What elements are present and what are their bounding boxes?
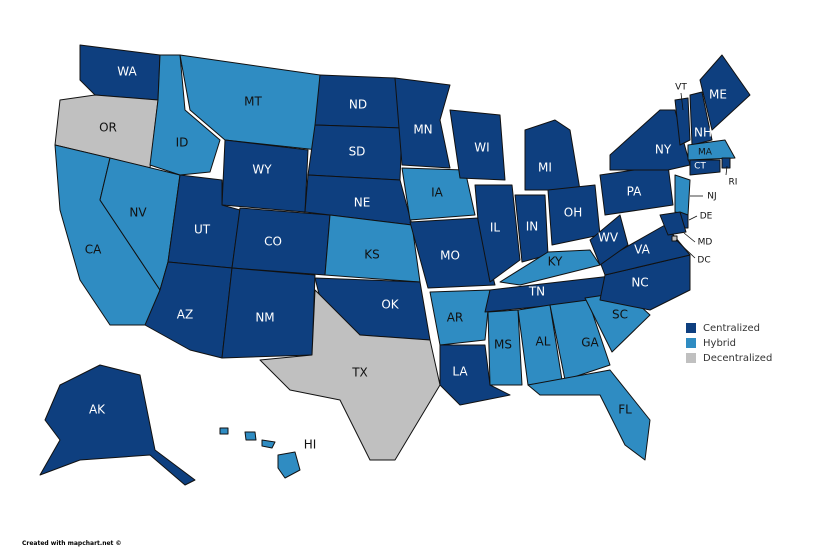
leader-line — [683, 232, 696, 243]
state-region — [689, 91, 713, 146]
state-label: MD — [698, 238, 713, 248]
state-region — [401, 167, 476, 221]
state-region — [527, 369, 651, 461]
state-region — [524, 119, 581, 191]
state-region — [699, 54, 751, 131]
state-label: WI — [474, 141, 489, 155]
state-region — [474, 184, 521, 283]
legend: Centralized Hybrid Decentralized — [686, 323, 772, 364]
state-label: MT — [244, 95, 262, 109]
state-label: TN — [528, 285, 545, 299]
state-label: DE — [700, 212, 713, 222]
state-label: ID — [176, 136, 189, 150]
state-label: LA — [452, 365, 468, 379]
state-region — [429, 289, 491, 346]
state-label: CT — [694, 162, 706, 172]
state-label: NH — [694, 126, 712, 140]
state-label: NE — [354, 196, 371, 210]
state-label: MA — [698, 148, 713, 158]
state-label: MS — [494, 338, 512, 352]
state-label: IL — [490, 221, 501, 235]
credit: Created with mapchart.net © — [22, 540, 122, 547]
state-region — [259, 289, 441, 461]
state-label: CA — [85, 243, 102, 257]
leader-line — [675, 239, 696, 259]
state-label: NV — [129, 206, 147, 220]
state-label: GA — [581, 336, 599, 350]
state-region — [721, 157, 731, 169]
state-label: KS — [364, 248, 380, 262]
state-region — [499, 249, 601, 286]
leader-line — [725, 165, 728, 176]
state-label: SC — [612, 308, 628, 322]
state-label: CO — [264, 235, 282, 249]
leader-lines — [675, 92, 728, 259]
state-region — [487, 309, 523, 386]
state-region — [439, 344, 511, 406]
state-label: ND — [349, 98, 367, 112]
state-region — [674, 97, 691, 146]
state-label: KY — [548, 255, 563, 269]
state-label: PA — [627, 185, 642, 199]
state-region — [687, 139, 736, 161]
state-label: AZ — [177, 308, 193, 322]
legend-label: Centralized — [703, 323, 760, 334]
state-region — [449, 109, 506, 181]
state-region — [659, 211, 687, 236]
state-region — [149, 54, 221, 176]
state-label: NC — [631, 276, 648, 290]
state-label: TX — [351, 366, 368, 380]
state-label: MN — [413, 123, 432, 137]
state-region — [549, 299, 611, 381]
state-label: NM — [255, 311, 274, 325]
state-regions — [39, 44, 751, 486]
state-label: IN — [526, 220, 539, 234]
state-region — [394, 77, 451, 169]
state-label: OR — [99, 121, 117, 135]
state-label: OK — [381, 298, 399, 312]
leader-line — [688, 215, 698, 221]
state-label: HI — [304, 438, 317, 452]
state-label: AL — [536, 335, 551, 349]
state-label: MO — [440, 249, 460, 263]
state-labels: WA OR CA NV ID MT WY UT CO AZ NM ND SD NE KS OK TX MN IA MO… — [85, 65, 738, 452]
state-label: IA — [431, 186, 444, 200]
state-region — [689, 159, 721, 176]
legend-swatch — [686, 353, 696, 363]
state-label: WA — [117, 65, 137, 79]
state-label: NY — [655, 143, 672, 157]
state-label: WV — [598, 231, 619, 245]
state-label: SD — [349, 145, 366, 159]
state-region — [589, 214, 629, 266]
leader-line — [680, 92, 684, 111]
state-label: VA — [634, 243, 650, 257]
state-region — [39, 364, 196, 486]
state-label: OH — [564, 206, 582, 220]
state-label: NJ — [707, 192, 716, 202]
legend-label: Hybrid — [703, 338, 736, 349]
state-region — [599, 224, 691, 276]
state-label: FL — [618, 403, 632, 417]
state-region — [674, 174, 691, 216]
state-label: UT — [194, 223, 211, 237]
state-label: AR — [447, 311, 464, 325]
state-region — [179, 54, 321, 151]
state-label: DC — [697, 256, 710, 266]
legend-swatch — [686, 338, 696, 348]
state-region — [219, 427, 301, 479]
state-label: MI — [538, 161, 552, 175]
state-label: VT — [675, 83, 687, 93]
state-label: AK — [89, 403, 106, 417]
state-label: ME — [709, 88, 727, 102]
legend-swatch — [686, 323, 696, 333]
state-label: WY — [252, 163, 272, 177]
state-label: RI — [729, 178, 738, 188]
legend-label: Decentralized — [703, 353, 772, 364]
state-region — [409, 217, 496, 289]
